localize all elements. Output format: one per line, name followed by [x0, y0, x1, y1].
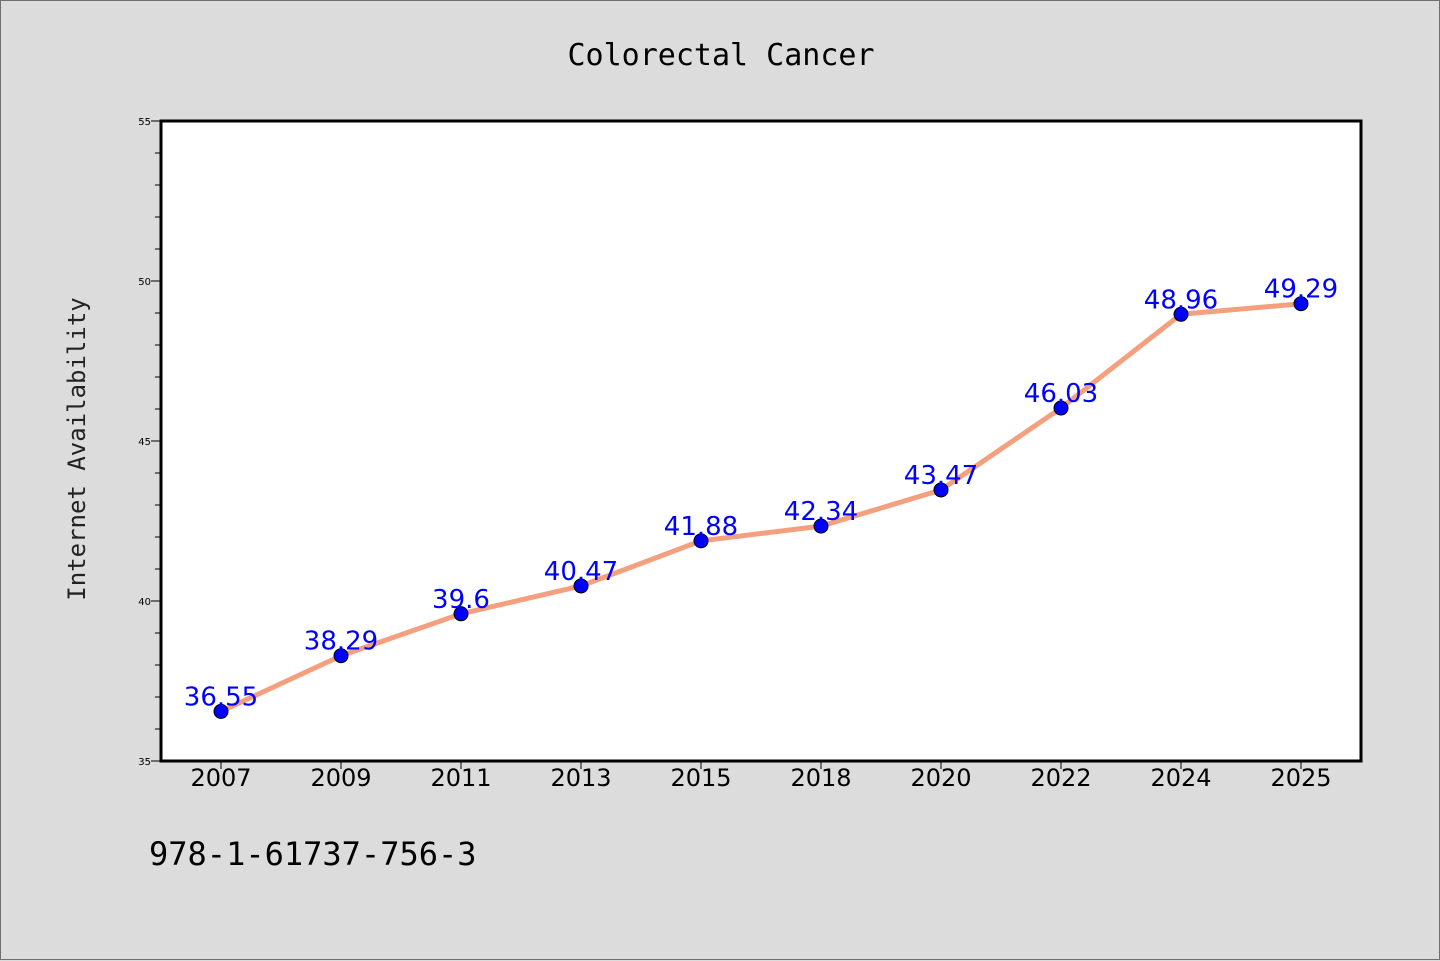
data-label: 43.47 [904, 461, 978, 491]
data-labels: 36.55 38.29 39.6 40.47 41.88 42.34 43.47 46.03 4… [184, 275, 1338, 713]
x-tick-label: 2013 [550, 764, 611, 792]
data-label: 39.6 [432, 585, 490, 615]
data-label: 48.96 [1144, 285, 1218, 315]
y-tick-label: 55 [138, 117, 151, 128]
data-point [333, 648, 349, 664]
data-point [573, 578, 589, 594]
data-point [1053, 400, 1069, 416]
x-tick-label: 2020 [910, 764, 971, 792]
y-axis-label: Internet Availability [63, 297, 91, 600]
series-layer [213, 296, 1309, 719]
data-label: 41.88 [664, 512, 738, 542]
y-axis: 35 40 45 50 55 [138, 117, 161, 768]
x-tick-label: 2009 [310, 764, 371, 792]
x-tick-label: 2018 [790, 764, 851, 792]
data-point [813, 518, 829, 534]
chart-title: Colorectal Cancer [567, 38, 874, 73]
x-tick-label: 2024 [1150, 764, 1211, 792]
y-tick-label: 45 [138, 437, 151, 448]
x-axis: 2007 2009 2011 2013 2015 2018 2020 2022 2024 2025 [190, 761, 1332, 792]
data-point [1173, 306, 1189, 322]
data-label: 40.47 [544, 557, 618, 587]
data-point [933, 482, 949, 498]
data-point [213, 703, 229, 719]
data-point [453, 606, 469, 622]
series-line [218, 301, 1304, 714]
x-tick-label: 2011 [430, 764, 491, 792]
y-tick-label: 40 [138, 597, 151, 608]
data-point [1293, 296, 1309, 312]
data-label: 46.03 [1024, 379, 1098, 409]
x-tick-label: 2022 [1030, 764, 1091, 792]
x-tick-label: 2025 [1270, 764, 1331, 792]
data-label: 38.29 [304, 627, 378, 657]
x-tick-label: 2015 [670, 764, 731, 792]
plot-border [159, 119, 1363, 763]
y-tick-label: 50 [138, 277, 151, 288]
x-tick-label: 2007 [190, 764, 251, 792]
data-point [693, 533, 709, 549]
data-label: 49.29 [1264, 275, 1338, 305]
plot-area [161, 121, 1361, 761]
data-label: 36.55 [184, 682, 258, 712]
y-tick-label: 35 [138, 757, 151, 768]
footnote-isbn: 978-1-61737-756-3 [149, 835, 477, 873]
data-label: 42.34 [784, 497, 858, 527]
